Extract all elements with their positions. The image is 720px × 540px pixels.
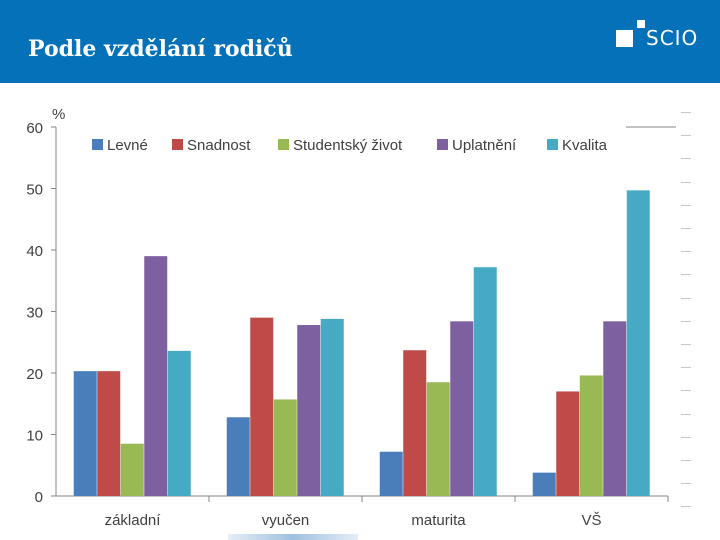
bar-Studentský život: [579, 375, 603, 496]
y-tick-label: 60: [26, 120, 43, 137]
dash-mark: [681, 297, 691, 299]
y-tick-label: 40: [26, 243, 43, 260]
legend-entry: Snadnost: [187, 137, 251, 154]
x-tick-label: základní: [105, 512, 162, 529]
bar-Kvalita: [473, 267, 497, 496]
bar-Uplatnění: [450, 321, 474, 496]
legend-entry: Studentský život: [293, 137, 403, 154]
decorative-dashes: [681, 112, 693, 522]
logo-small-square-icon: [637, 20, 645, 28]
bar-Levné: [73, 371, 97, 496]
x-tick-label: vyučen: [262, 512, 310, 529]
dash-mark: [681, 436, 691, 438]
dash-mark: [681, 181, 691, 183]
bar-Kvalita: [626, 190, 650, 496]
dash-mark: [681, 483, 691, 485]
y-tick-label: 10: [26, 428, 43, 445]
legend-entry: Uplatnění: [452, 137, 517, 154]
legend-entry: Kvalita: [562, 137, 608, 154]
legend-swatch: [547, 139, 558, 150]
dash-mark: [681, 344, 691, 345]
logo-square-icon: [616, 30, 633, 47]
dash-mark: [681, 506, 691, 508]
legend-entry: Levné: [107, 137, 148, 154]
y-tick-label: 30: [26, 305, 43, 322]
bar-Kvalita: [167, 350, 191, 496]
logo-text: SCIO: [646, 26, 699, 50]
dash-mark: [681, 228, 691, 229]
bar-chart: 0 10 20 30 40 50 60% základní vyučen maturita VŠ Le…: [26, 106, 676, 529]
bar-Uplatnění: [297, 325, 321, 496]
x-tick-label: maturita: [411, 512, 466, 529]
dash-mark: [681, 135, 691, 137]
bar-Levné: [379, 451, 403, 496]
decorative-strip: [228, 534, 358, 540]
legend-swatch: [278, 139, 289, 150]
y-tick-label: 20: [26, 366, 43, 383]
bar-Uplatnění: [144, 256, 168, 496]
bar-Snadnost: [403, 350, 427, 496]
slide-title: Podle vzdělání rodičů: [28, 36, 293, 62]
x-tick-label: VŠ: [581, 512, 601, 529]
dash-mark: [681, 112, 691, 113]
dash-mark: [681, 320, 691, 322]
y-axis-label: %: [52, 106, 65, 123]
legend-swatch: [92, 139, 103, 150]
dash-mark: [681, 204, 691, 206]
bar-Levné: [226, 417, 250, 496]
y-tick-label: 0: [35, 489, 43, 506]
bar-Studentský život: [273, 399, 297, 496]
dash-mark: [681, 460, 691, 461]
bar-Levné: [532, 472, 556, 496]
legend-swatch: [172, 139, 183, 150]
bar-Snadnost: [556, 391, 580, 496]
legend-swatch: [437, 139, 448, 150]
scio-logo: SCIO: [616, 20, 716, 54]
dash-mark: [681, 158, 691, 160]
bar-Studentský život: [120, 443, 144, 496]
dash-mark: [681, 274, 691, 276]
dash-mark: [681, 390, 691, 392]
bar-Studentský život: [426, 382, 450, 496]
dash-mark: [681, 251, 691, 253]
y-tick-label: 50: [26, 182, 43, 199]
bar-Uplatnění: [603, 321, 627, 496]
bar-Snadnost: [250, 317, 274, 496]
bar-Snadnost: [97, 371, 121, 496]
bar-Kvalita: [320, 318, 344, 496]
dash-mark: [681, 413, 691, 415]
dash-mark: [681, 367, 691, 369]
slide-header: Podle vzdělání rodičů SCIO: [0, 0, 720, 83]
